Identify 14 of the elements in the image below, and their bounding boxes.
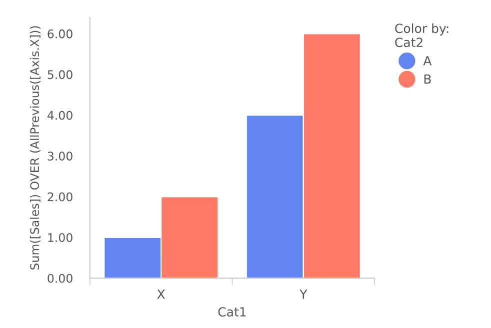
y-tick-label: 1.00 <box>48 233 72 242</box>
legend-title: Color by: Cat2 <box>395 23 448 48</box>
y-tick-label: 4.00 <box>47 110 72 120</box>
legend-label: B <box>424 74 431 84</box>
legend-label: A <box>423 56 432 66</box>
x-tick-label: X <box>157 290 165 299</box>
y-tick-label: 5.00 <box>48 70 72 80</box>
y-axis-title: Sum([Sales]) OVER (AllPrevious([Axis.X])) <box>30 26 40 270</box>
y-tick-label: 2.00 <box>48 192 72 202</box>
y-tick-label: 3.00 <box>48 152 72 161</box>
x-axis-title: Cat1 <box>218 307 246 317</box>
y-tick-label: 6.00 <box>48 29 72 38</box>
x-tick-label: Y <box>300 290 308 299</box>
y-tick-label: 0.00 <box>48 274 72 283</box>
